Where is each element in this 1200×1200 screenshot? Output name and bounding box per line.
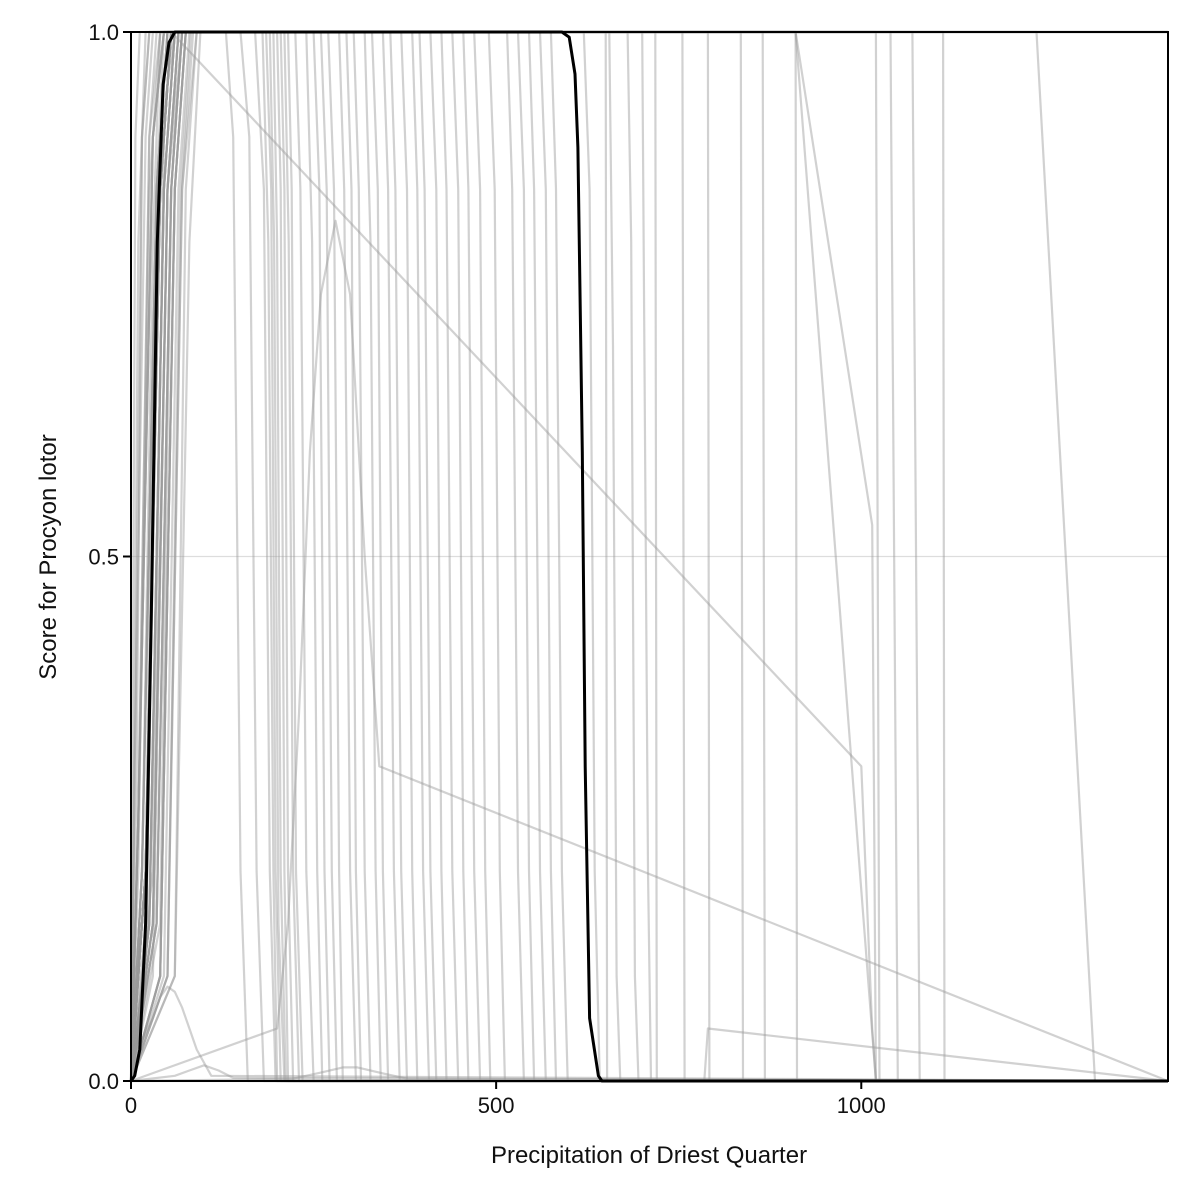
y-tick-label: 0.5 [88, 545, 119, 570]
y-axis-label: Score for Procyon lotor [35, 434, 62, 679]
bootstrap-curve-63 [130, 1066, 1169, 1083]
x-axis-label: Precipitation of Driest Quarter [491, 1142, 807, 1169]
x-tick-label: 0 [125, 1093, 137, 1118]
y-tick-label: 0.0 [88, 1069, 119, 1094]
bootstrap-curve-62 [130, 1064, 1169, 1083]
bootstrap-curve-61 [129, 985, 1169, 1083]
x-tick-label: 1000 [837, 1093, 886, 1118]
bootstrap-curve-64 [130, 219, 1169, 1083]
x-tick-label: 500 [478, 1093, 515, 1118]
tick-layer: 0 500 1000 0.0 0.5 1.0 [88, 20, 885, 1118]
y-tick-label: 1.0 [88, 20, 119, 45]
